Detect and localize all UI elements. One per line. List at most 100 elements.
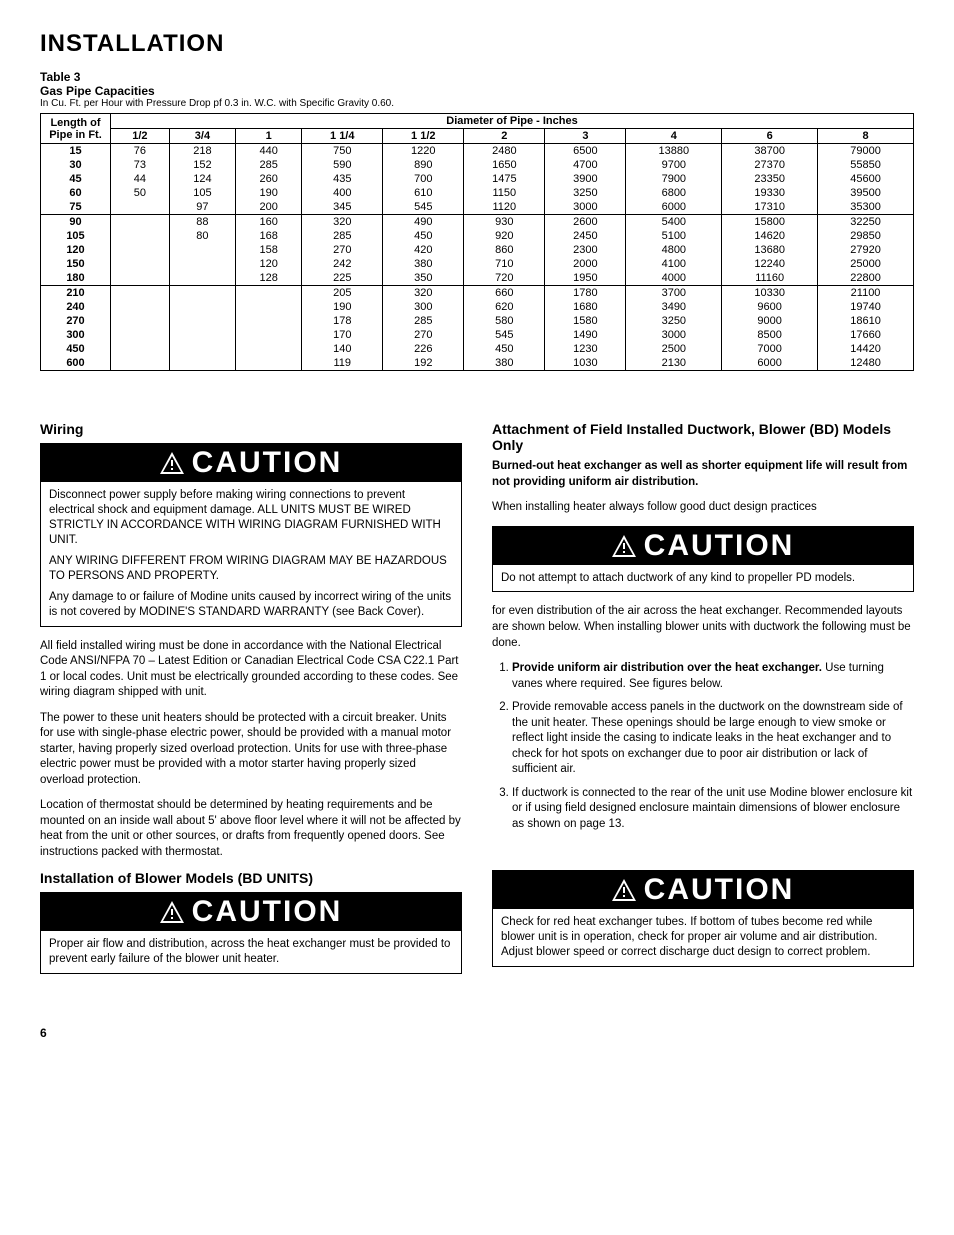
table-cell: 55850 [818,158,914,172]
table-cell [111,356,170,371]
caution-text: Do not attempt to attach ductwork of any… [501,571,905,586]
table-cell: 9000 [722,314,818,328]
table-cell: 2130 [626,356,722,371]
table-cell: 119 [302,356,383,371]
table-cell: 320 [383,286,464,301]
table-cell: 21100 [818,286,914,301]
table-cell: 3700 [626,286,722,301]
table-row: 60011919238010302130600012480 [41,356,914,371]
body-text: When installing heater always follow goo… [492,500,914,516]
table-cell: 400 [302,186,383,200]
caution-header: CAUTION [493,527,913,565]
table-cell: 15800 [722,215,818,230]
table-cell: 45600 [818,172,914,186]
table-cell: 120 [236,257,302,271]
table-cell: 1950 [545,271,626,286]
body-text: All field installed wiring must be done … [40,639,462,701]
table-cell: 88 [169,215,235,230]
table-cell: 700 [383,172,464,186]
table-cell: 920 [464,229,545,243]
table-cell [111,229,170,243]
page-title: INSTALLATION [40,30,914,58]
right-column: Attachment of Field Installed Ductwork, … [492,421,914,986]
step-item: Provide removable access panels in the d… [512,700,914,778]
table-row: 9088160320490930260054001580032250 [41,215,914,230]
table-cell [111,300,170,314]
table-cell: 450 [464,342,545,356]
caution-text: Any damage to or failure of Modine units… [49,590,453,620]
table-cell: 260 [236,172,302,186]
table-row: 150120242380710200041001224025000 [41,257,914,271]
table-cell [111,215,170,230]
table-cell: 73 [111,158,170,172]
table-cell: 345 [302,200,383,215]
table-cell: 4800 [626,243,722,257]
table-row: 45441242604357001475390079002335045600 [41,172,914,186]
table-cell: 23350 [722,172,818,186]
table-cell: 1780 [545,286,626,301]
table-cell: 620 [464,300,545,314]
caution-header: CAUTION [493,871,913,909]
table-cell: 2480 [464,144,545,159]
table-row: 24019030062016803490960019740 [41,300,914,314]
table-cell: 5400 [626,215,722,230]
table-cell: 10330 [722,286,818,301]
row-length: 45 [41,172,111,186]
warning-icon [160,901,184,923]
row-length: 240 [41,300,111,314]
table-row: 45014022645012302500700014420 [41,342,914,356]
table-cell: 17660 [818,328,914,342]
table-cell: 80 [169,229,235,243]
body-text: for even distribution of the air across … [492,604,914,651]
table-cell: 13680 [722,243,818,257]
gas-pipe-table: Length of Pipe in Ft. Diameter of Pipe -… [40,113,914,371]
table-cell [236,356,302,371]
table-cell: 242 [302,257,383,271]
step-item: If ductwork is connected to the rear of … [512,786,914,833]
table-cell: 720 [464,271,545,286]
col-header: 1 1/4 [302,129,383,144]
table-cell: 18610 [818,314,914,328]
table-cell [111,328,170,342]
step-item: Provide uniform air distribution over th… [512,661,914,692]
table-cell: 3490 [626,300,722,314]
steps-list: Provide uniform air distribution over th… [492,661,914,832]
table-cell: 192 [383,356,464,371]
table-cell: 25000 [818,257,914,271]
table-cell: 930 [464,215,545,230]
table-cell [111,200,170,215]
table-cell: 13880 [626,144,722,159]
table-subtitle: Gas Pipe Capacities [40,84,914,98]
table-cell: 6000 [722,356,818,371]
row-length: 90 [41,215,111,230]
table-cell: 9700 [626,158,722,172]
warning-icon [612,535,636,557]
col-group-header: Diameter of Pipe - Inches [111,114,914,129]
caution-box-blower: CAUTION Proper air flow and distribution… [40,892,462,974]
table-cell: 7000 [722,342,818,356]
table-cell [111,257,170,271]
table-cell: 1580 [545,314,626,328]
blower-heading: Installation of Blower Models (BD UNITS) [40,870,462,886]
table-cell: 4100 [626,257,722,271]
table-cell: 32250 [818,215,914,230]
col-header: 3 [545,129,626,144]
table-cell [169,328,235,342]
table-cell: 3250 [626,314,722,328]
table-cell: 860 [464,243,545,257]
row-length: 75 [41,200,111,215]
table-cell [236,314,302,328]
table-cell [111,342,170,356]
table-row: 27017828558015803250900018610 [41,314,914,328]
table-cell: 158 [236,243,302,257]
table-cell: 44 [111,172,170,186]
table-cell: 1150 [464,186,545,200]
row-length: 300 [41,328,111,342]
table-label: Table 3 [40,70,914,84]
table-cell: 200 [236,200,302,215]
table-cell: 4000 [626,271,722,286]
table-cell: 545 [383,200,464,215]
table-cell: 124 [169,172,235,186]
table-cell [169,243,235,257]
table-cell: 97 [169,200,235,215]
